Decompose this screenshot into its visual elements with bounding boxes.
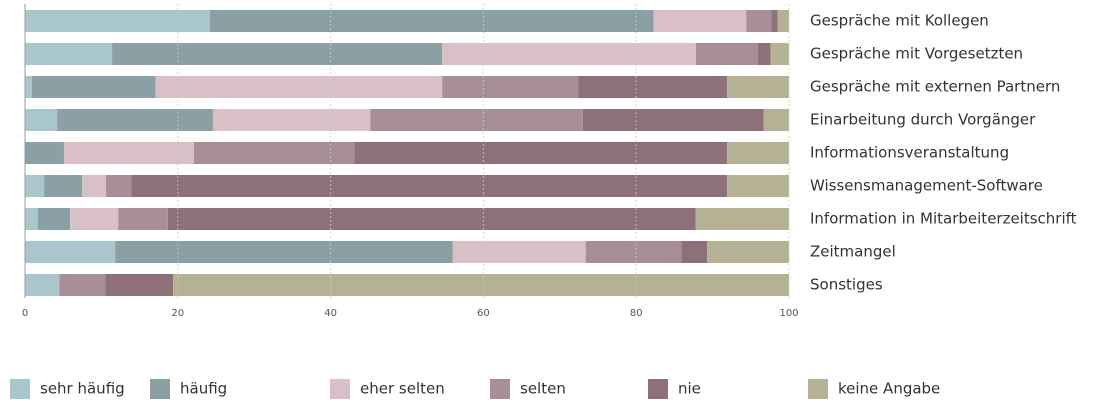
bar-segment <box>57 109 213 131</box>
x-tick-label: 0 <box>22 308 28 319</box>
legend-label: nie <box>678 380 701 398</box>
bar-segment <box>707 241 789 263</box>
legend-swatch <box>150 379 170 399</box>
legend-label: eher selten <box>360 380 445 398</box>
x-tick-label: 60 <box>477 308 490 319</box>
legend-label: keine Angabe <box>838 380 940 398</box>
category-label: Sonstiges <box>810 276 883 294</box>
category-label: Einarbeitung durch Vorgänger <box>810 111 1036 129</box>
bar-segment <box>681 241 708 263</box>
bar-segment <box>118 208 168 230</box>
bar-segment <box>746 10 772 32</box>
bar-segment <box>25 109 58 131</box>
bar-segment <box>370 109 583 131</box>
legend-swatch <box>10 379 30 399</box>
bar-segment <box>727 175 789 197</box>
bar-segment <box>59 274 106 296</box>
bar-segment <box>212 109 371 131</box>
bar-segment <box>757 43 771 65</box>
bar-segment <box>25 241 116 263</box>
bar-segment <box>442 43 696 65</box>
bar-segment <box>585 241 682 263</box>
bar-segment <box>25 43 113 65</box>
category-label: Gespräche mit Kollegen <box>810 12 989 30</box>
bar-segment <box>167 208 696 230</box>
bar-segment <box>105 274 174 296</box>
bar-segment <box>25 10 210 32</box>
bar-segment <box>70 208 119 230</box>
bar-segment <box>25 175 45 197</box>
legend-swatch <box>490 379 510 399</box>
bar-segment <box>82 175 106 197</box>
category-label: Informationsveranstaltung <box>810 144 1009 162</box>
x-tick-label: 20 <box>171 308 184 319</box>
bar-segment <box>770 43 789 65</box>
bar-segment <box>354 142 728 164</box>
bar-segment <box>193 142 355 164</box>
bar-segment <box>442 76 579 98</box>
legend-swatch <box>330 379 350 399</box>
bar-segment <box>25 76 32 98</box>
bar-segment <box>44 175 83 197</box>
bar-segment <box>63 142 194 164</box>
bar-segment <box>578 76 728 98</box>
bar-segment <box>653 10 747 32</box>
bar-segment <box>25 142 64 164</box>
bar-segment <box>777 10 789 32</box>
legend-label: selten <box>520 380 566 398</box>
category-label: Wissensmanagement-Software <box>810 177 1043 195</box>
category-label: Gespräche mit Vorgesetzten <box>810 45 1023 63</box>
bar-segment <box>209 10 654 32</box>
bar-segment <box>112 43 443 65</box>
bar-segment <box>582 109 764 131</box>
bar-segment <box>727 76 789 98</box>
bar-segment <box>727 142 789 164</box>
bar-segment <box>131 175 728 197</box>
bar-segment <box>155 76 443 98</box>
x-tick-label: 80 <box>630 308 643 319</box>
bar-segment <box>115 241 453 263</box>
bar-segment <box>695 208 789 230</box>
bar-segment <box>25 208 38 230</box>
bar-segment <box>37 208 71 230</box>
category-label: Gespräche mit externen Partnern <box>810 78 1060 96</box>
category-label: Information in Mitarbeiterzeitschrift <box>810 210 1077 228</box>
bar-segment <box>105 175 132 197</box>
bar-segment <box>31 76 156 98</box>
bar-segment <box>695 43 758 65</box>
bar-segment <box>763 109 789 131</box>
category-label: Zeitmangel <box>810 243 896 261</box>
bar-segment <box>173 274 789 296</box>
legend-label: häufig <box>180 380 227 398</box>
x-tick-label: 100 <box>779 308 798 319</box>
bar-segment <box>771 10 778 32</box>
legend-swatch <box>648 379 668 399</box>
x-tick-label: 40 <box>324 308 337 319</box>
legend-label: sehr häufig <box>40 380 125 398</box>
bar-segment <box>452 241 586 263</box>
bar-segment <box>25 274 60 296</box>
legend-swatch <box>808 379 828 399</box>
